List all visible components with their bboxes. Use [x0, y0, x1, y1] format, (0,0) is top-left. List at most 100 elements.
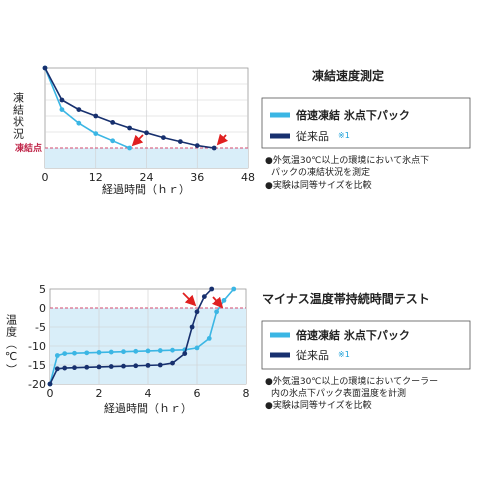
chart1-point-1	[76, 107, 82, 112]
chart2-grid	[50, 289, 246, 384]
chart2-point-0	[157, 348, 163, 353]
chart1-x-tick-label: 36	[190, 171, 204, 184]
chart2-point-0	[231, 286, 237, 292]
chart2-point-0	[84, 350, 90, 356]
chart1-point-1	[177, 139, 183, 145]
chart2-point-0	[133, 348, 139, 354]
chart2-x-tick-label: 2	[96, 387, 103, 400]
chart2-x-tick-label: 4	[145, 387, 152, 400]
chart2-x-tick-label: 6	[194, 387, 201, 400]
chart1-legend-conv-label: 従来品	[296, 130, 329, 143]
chart2-y-tick-label: -15	[28, 359, 46, 372]
chart1-title: 凍結速度測定	[312, 68, 384, 83]
chart1-point-0	[76, 120, 82, 126]
chart2-xlabel: 経過時間（ｈｒ）	[104, 402, 192, 415]
chart2-x-tick-label: 0	[47, 387, 54, 400]
chart-minus-temperature-duration: 0 2 4 6 8 5 0 -5 -10 -15 -20 温度（℃） 経過時間（ｈｒ） マイナス温…	[5, 283, 471, 415]
chart2-x-tick-label: 8	[243, 387, 250, 400]
chart2-ylabel: 温度（℃）	[5, 314, 18, 376]
chart1-series	[42, 65, 217, 151]
chart2-point-1	[47, 381, 53, 387]
chart2-note-1b: 内の氷点下パック表面温度を計測	[271, 387, 406, 399]
chart2-point-0	[96, 350, 102, 355]
chart2-x-ticks: 0 2 4 6 8	[47, 387, 250, 400]
chart2-point-1	[209, 286, 215, 292]
chart2-note-2: ●実験は同等サイズを比較	[265, 399, 372, 411]
chart1-point-0	[110, 138, 116, 144]
chart2-y-ticks: 5 0 -5 -10 -15 -20	[28, 283, 46, 391]
chart1-point-1	[42, 65, 48, 71]
chart1-arrow-fast	[131, 134, 144, 147]
chart1-legend-box	[261, 97, 471, 149]
chart2-point-1	[194, 309, 200, 315]
chart1-point-1	[127, 125, 132, 131]
chart1-point-1	[59, 97, 65, 103]
chart2-point-1	[133, 363, 139, 369]
chart1-point-0	[93, 131, 99, 137]
chart2-point-1	[182, 351, 188, 356]
chart1-note-1a: ●外気温30℃以上の環境において氷点下	[265, 154, 429, 166]
chart1-point-0	[59, 107, 65, 112]
chart1-ylabel: 凍結状況	[12, 92, 25, 140]
chart2-arrow-fast	[211, 296, 224, 309]
chart1-x-tick-label: 48	[241, 171, 255, 184]
chart2-y-tick-label: -10	[28, 340, 46, 353]
chart2-point-0	[108, 349, 114, 355]
chart1-xlabel: 経過時間（ｈｒ）	[102, 183, 190, 196]
chart1-x-tick-label: 0	[42, 171, 49, 184]
chart2-point-1	[54, 366, 60, 372]
chart2-series	[47, 286, 237, 387]
chart2-legend-conv-mark: ※1	[338, 350, 350, 359]
chart2-legend-conv-label: 従来品	[296, 349, 329, 362]
chart2-point-0	[221, 298, 227, 303]
chart1-legend-fast-label: 倍速凍結 氷点下パック	[296, 108, 410, 122]
chart1-point-1	[144, 130, 149, 136]
chart1-point-1	[211, 145, 217, 151]
chart1-point-1	[93, 113, 99, 119]
chart-freezing-speed: 凍結点 0 12 24 36 48 凍結状況 経過時間（ｈｒ） 凍結速度測定 倍速凍結 …	[12, 65, 471, 196]
chart1-point-1	[161, 135, 166, 141]
chart2-point-1	[96, 364, 102, 370]
chart2-point-0	[206, 336, 212, 341]
chart2-arrow-conventional	[182, 292, 197, 307]
chart1-x-tick-label: 12	[89, 171, 103, 184]
chart1-x-ticks: 0 12 24 36 48	[42, 171, 256, 184]
chart2-point-1	[145, 362, 151, 368]
chart2-point-1	[72, 365, 77, 371]
chart1-arrow-conventional	[216, 133, 229, 146]
chart2-point-0	[145, 348, 151, 354]
chart2-point-0	[54, 353, 60, 358]
chart2-legend-box	[261, 320, 471, 370]
chart1-reference-label: 凍結点	[15, 142, 42, 154]
chart2-title: マイナス温度帯持続時間テスト	[262, 291, 430, 306]
chart1-legend-conv-mark: ※1	[338, 131, 350, 140]
chart2-point-0	[62, 351, 68, 356]
chart2-point-0	[194, 345, 200, 351]
chart2-point-1	[108, 364, 114, 369]
chart2-point-1	[121, 363, 126, 369]
chart2-y-tick-label: -5	[35, 321, 46, 334]
chart2-y-tick-label: 0	[39, 302, 46, 315]
chart2-point-1	[62, 365, 68, 371]
chart2-point-0	[214, 309, 220, 315]
chart2-point-1	[170, 360, 175, 366]
chart2-legend-fast-label: 倍速凍結 氷点下パック	[296, 328, 410, 342]
chart1-point-1	[194, 143, 200, 149]
chart2-point-1	[157, 362, 163, 368]
chart2-y-tick-label: -20	[28, 378, 46, 391]
chart2-point-1	[189, 324, 195, 330]
chart2-point-0	[170, 347, 175, 353]
chart1-point-0	[127, 145, 132, 151]
chart2-point-0	[121, 349, 126, 355]
chart1-x-tick-label: 24	[140, 171, 154, 184]
chart1-note-2: ●実験は同等サイズを比較	[265, 179, 372, 191]
chart2-point-1	[84, 364, 90, 370]
chart2-point-0	[72, 350, 77, 356]
chart1-note-1b: パックの凍結状況を測定	[271, 166, 370, 178]
chart2-point-1	[201, 294, 207, 299]
chart2-note-1a: ●外気温30℃以上の環境においてクーラー	[265, 375, 438, 387]
chart1-point-1	[110, 120, 116, 125]
chart1-grid	[45, 68, 248, 168]
chart1-series-line-0	[44, 67, 130, 149]
